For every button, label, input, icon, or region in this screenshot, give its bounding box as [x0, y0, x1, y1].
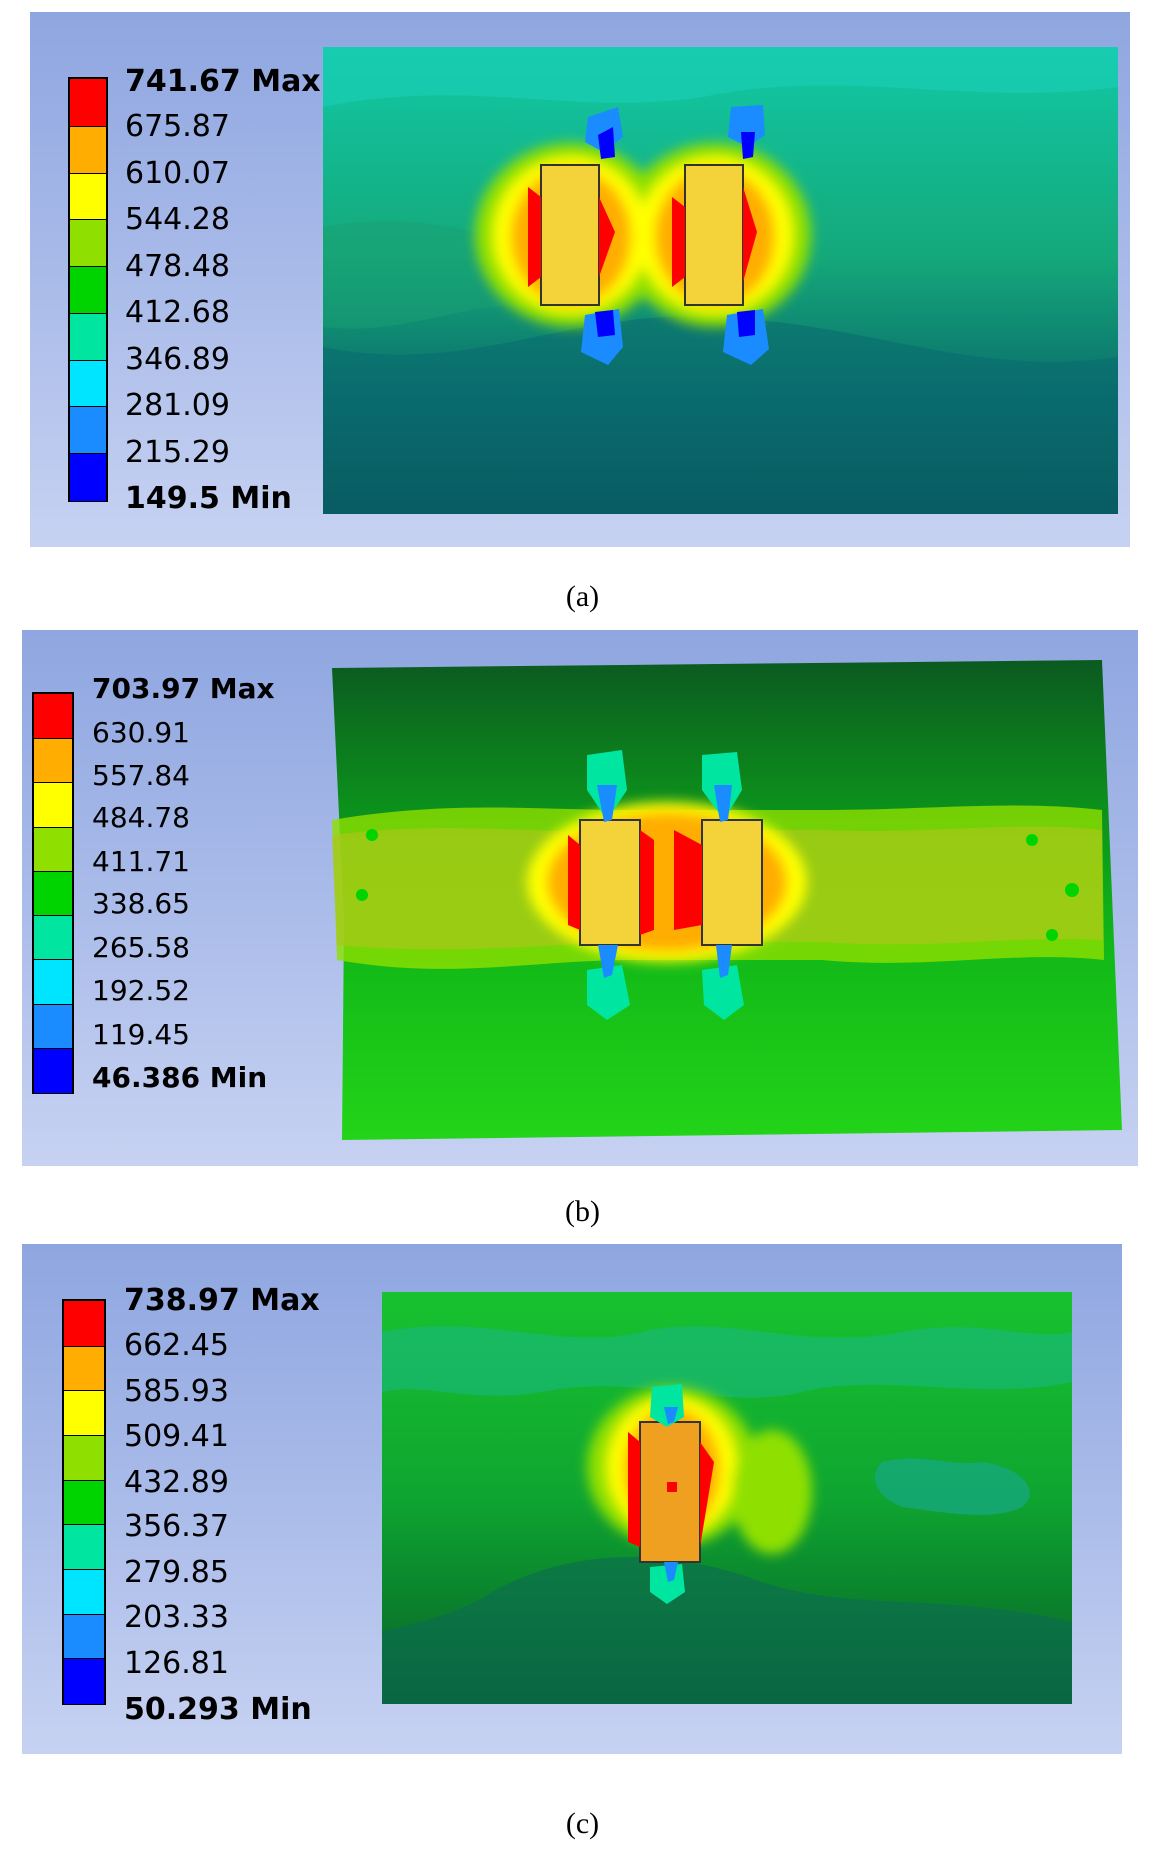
legend-tick: 126.81 [124, 1646, 229, 1681]
legend-tick: 346.89 [125, 342, 230, 377]
legend-tick: 675.87 [125, 109, 230, 144]
caption-c: (c) [565, 1807, 600, 1840]
legend-band [70, 453, 106, 501]
color-legend-a: 741.67 Max 675.87 610.07 544.28 478.48 4… [68, 67, 328, 517]
stress-contour-plot-b [332, 660, 1122, 1140]
legend-max-label: 738.97 Max [124, 1283, 320, 1318]
legend-band [70, 312, 106, 361]
legend-band [70, 172, 106, 221]
legend-tick: 484.78 [92, 801, 190, 834]
legend-band [70, 406, 106, 455]
legend-band [34, 782, 72, 828]
legend-band [64, 1479, 104, 1526]
legend-tick: 630.91 [92, 716, 190, 749]
legend-tick: 338.65 [92, 887, 190, 920]
legend-tick: 432.89 [124, 1465, 229, 1500]
caption-b: (b) [565, 1195, 600, 1228]
legend-tick: 557.84 [92, 759, 190, 792]
legend-band [34, 1047, 72, 1093]
legend-band [64, 1524, 104, 1570]
legend-tick: 585.93 [124, 1374, 229, 1409]
legend-max-label: 703.97 Max [92, 672, 275, 705]
legend-tick: 203.33 [124, 1600, 229, 1635]
legend-tick: 215.29 [125, 435, 230, 470]
legend-tick: 411.71 [92, 845, 190, 878]
legend-band [70, 125, 106, 174]
legend-band [34, 694, 72, 739]
legend-band [70, 266, 106, 314]
legend-band [64, 1568, 104, 1615]
contour-panel-c: 738.97 Max 662.45 585.93 509.41 432.89 3… [22, 1244, 1122, 1754]
legend-band [64, 1345, 104, 1392]
legend-band [64, 1434, 104, 1481]
color-scale-bar-c [62, 1299, 106, 1705]
legend-band [64, 1301, 104, 1346]
legend-band [34, 1003, 72, 1049]
legend-tick: 279.85 [124, 1555, 229, 1590]
legend-band [70, 79, 106, 126]
legend-band [64, 1613, 104, 1660]
legend-min-label: 149.5 Min [125, 481, 292, 516]
legend-band [34, 915, 72, 961]
legend-tick: 192.52 [92, 974, 190, 1007]
legend-tick: 509.41 [124, 1419, 229, 1454]
legend-tick: 478.48 [125, 249, 230, 284]
legend-tick: 265.58 [92, 931, 190, 964]
legend-min-label: 50.293 Min [124, 1692, 312, 1727]
legend-tick: 412.68 [125, 295, 230, 330]
legend-tick: 281.09 [125, 388, 230, 423]
stress-contour-plot-c [382, 1292, 1072, 1704]
legend-band [70, 219, 106, 268]
color-scale-bar-a [68, 77, 108, 502]
color-legend-b: 703.97 Max 630.91 557.84 484.78 411.71 3… [32, 675, 292, 1135]
legend-tick: 544.28 [125, 202, 230, 237]
legend-band [64, 1658, 104, 1704]
legend-tick: 119.45 [92, 1018, 190, 1051]
legend-band [34, 826, 72, 872]
legend-band [34, 959, 72, 1005]
color-legend-c: 738.97 Max 662.45 585.93 509.41 432.89 3… [62, 1286, 332, 1746]
legend-min-label: 46.386 Min [92, 1061, 268, 1094]
legend-tick: 662.45 [124, 1328, 229, 1363]
stress-contour-plot-a [323, 47, 1118, 514]
legend-tick: 610.07 [125, 156, 230, 191]
legend-tick: 356.37 [124, 1509, 229, 1544]
contour-panel-b: 703.97 Max 630.91 557.84 484.78 411.71 3… [22, 630, 1138, 1166]
legend-band [70, 359, 106, 408]
contour-panel-a: 741.67 Max 675.87 610.07 544.28 478.48 4… [30, 12, 1130, 547]
legend-max-label: 741.67 Max [125, 64, 321, 99]
color-scale-bar-b [32, 692, 74, 1094]
legend-band [34, 738, 72, 784]
legend-band [64, 1390, 104, 1436]
legend-band [34, 870, 72, 917]
caption-a: (a) [565, 580, 600, 613]
